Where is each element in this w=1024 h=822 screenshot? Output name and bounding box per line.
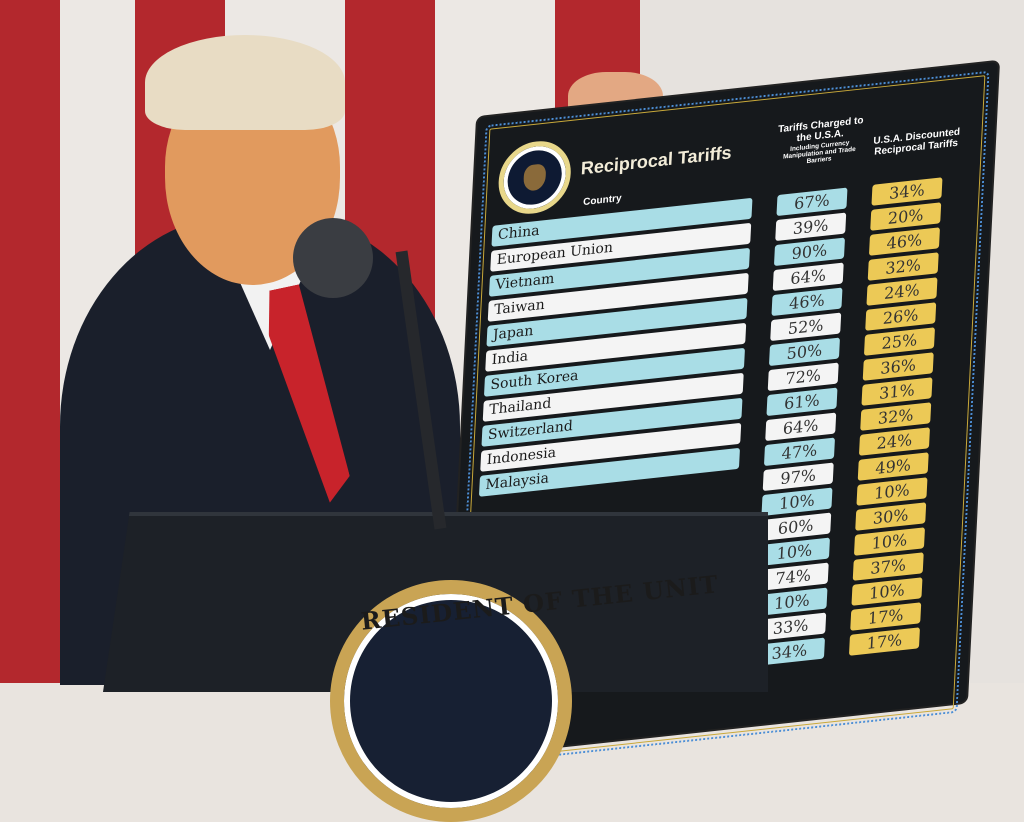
microphone-icon bbox=[293, 218, 373, 298]
flag-stripe bbox=[0, 0, 60, 683]
eagle-icon bbox=[523, 163, 547, 192]
speaker-hair bbox=[145, 35, 345, 130]
